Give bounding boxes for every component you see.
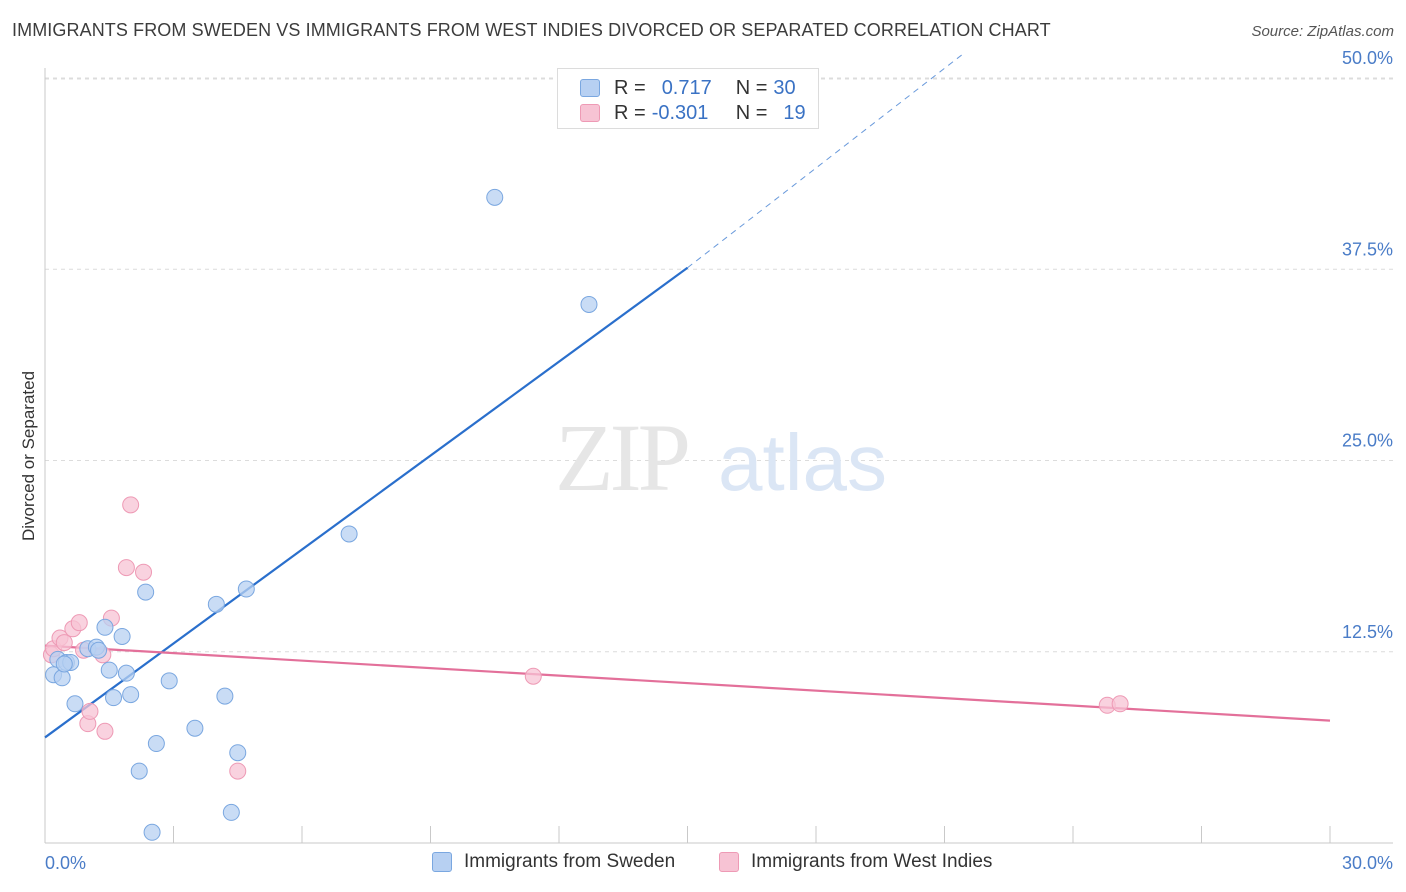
westindies-point [135, 563, 153, 581]
axes [44, 68, 1393, 844]
y-tick-label: 12.5% [1342, 622, 1393, 642]
sweden-point [130, 762, 148, 780]
sweden-point [113, 627, 131, 645]
sweden-point [55, 655, 73, 673]
legend-item-sweden[interactable]: Immigrants from Sweden [432, 851, 675, 873]
sweden-point [122, 686, 140, 704]
westindies-legend-swatch [719, 852, 739, 872]
sweden-legend-label: Immigrants from Sweden [464, 851, 676, 872]
x-tick-label: 30.0% [1342, 853, 1393, 873]
tick-labels: 12.5% 25.0% 37.5% 50.0% 0.0% 30.0% [45, 48, 1393, 873]
westindies-point [96, 722, 114, 740]
westindies-point [81, 702, 99, 720]
westindies-point [1111, 695, 1129, 713]
sweden-point [147, 735, 165, 753]
sweden-point [222, 803, 240, 821]
r-label: R = [614, 76, 646, 99]
sweden-point [143, 823, 161, 841]
sweden-point [117, 664, 135, 682]
sweden-swatch [580, 79, 600, 97]
sweden-point [216, 687, 234, 705]
trend-lines [44, 54, 1331, 739]
sweden-point [160, 672, 178, 690]
y-tick-label: 37.5% [1342, 239, 1393, 259]
westindies-point [524, 667, 542, 685]
legend-item-westindies[interactable]: Immigrants from West Indies [719, 851, 992, 873]
gridlines [45, 77, 1393, 653]
westindies-point [229, 762, 247, 780]
legend-row-sweden: R = 0.717 N = 30 [580, 76, 796, 100]
sweden-point [105, 689, 123, 707]
sweden-point [486, 188, 504, 206]
westindies-legend-label: Immigrants from West Indies [751, 851, 993, 872]
sweden-point [90, 641, 108, 659]
sweden-point [229, 744, 247, 762]
sweden-point [66, 695, 84, 713]
westindies-swatch [580, 104, 600, 122]
y-axis-label: Divorced or Separated [19, 371, 38, 541]
sweden-point [237, 580, 255, 598]
watermark-atlas: atlas [718, 418, 887, 507]
westindies-trend-line [44, 644, 1331, 722]
r-label: R = [614, 101, 646, 124]
watermark: ZIP atlas [555, 404, 887, 511]
r-value: 0.717 [661, 76, 712, 99]
sweden-point [137, 583, 155, 601]
westindies-point [117, 559, 135, 577]
watermark-zip: ZIP [555, 404, 688, 511]
n-label: N = [735, 101, 768, 124]
westindies-point [70, 614, 88, 632]
r-value: -0.301 [651, 101, 709, 124]
n-value: 30 [773, 76, 796, 99]
sweden-point [207, 595, 225, 613]
chart-title: IMMIGRANTS FROM SWEDEN VS IMMIGRANTS FRO… [12, 20, 1051, 40]
correlation-legend: R = 0.717 N = 30 R = -0.301 N = 19 [557, 68, 819, 129]
data-points [42, 188, 1129, 841]
n-value: 19 [783, 101, 806, 124]
legend-row-westindies: R = -0.301 N = 19 [580, 101, 806, 125]
westindies-point [122, 496, 140, 514]
chart-source: Source: ZipAtlas.com [1251, 23, 1394, 40]
sweden-trend-extension [687, 54, 962, 269]
sweden-point [96, 618, 114, 636]
x-tick-label: 0.0% [45, 853, 86, 873]
sweden-point [186, 719, 204, 737]
sweden-point [100, 661, 118, 679]
y-tick-label: 50.0% [1342, 48, 1393, 68]
sweden-trend-line [44, 266, 689, 739]
y-tick-label: 25.0% [1342, 431, 1393, 451]
sweden-point [340, 525, 358, 543]
westindies-point [55, 634, 73, 652]
n-label: N = [735, 76, 768, 99]
sweden-point [580, 295, 598, 313]
sweden-legend-swatch [432, 852, 452, 872]
